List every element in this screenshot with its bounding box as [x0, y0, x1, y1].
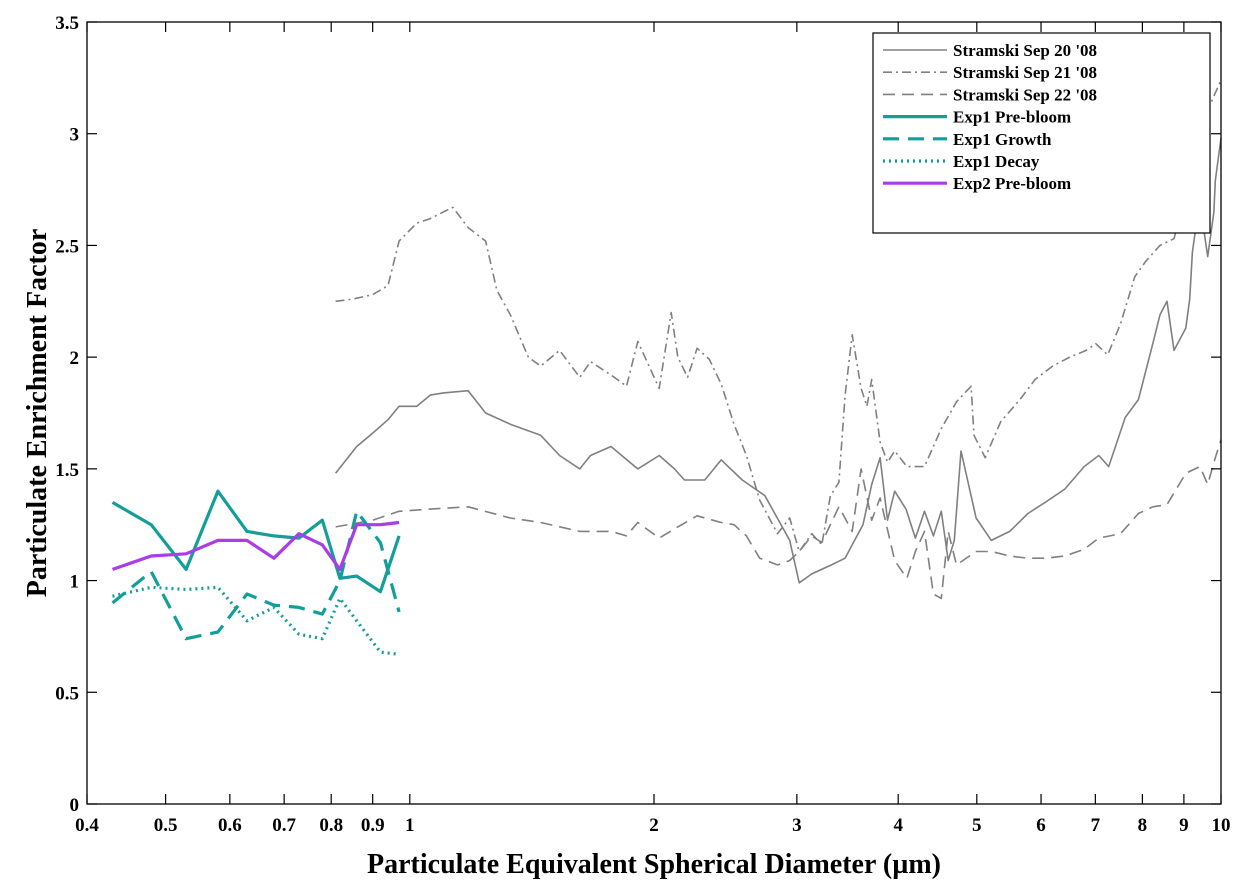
y-tick-label: 1 [70, 572, 80, 593]
x-tick-label: 3 [792, 815, 802, 836]
x-tick-label: 5 [972, 815, 982, 836]
series-line-stramski-sep-20-08 [334, 138, 1222, 584]
y-tick-label: 1.5 [55, 460, 79, 481]
x-tick-label: 2 [649, 815, 659, 836]
y-axis-title: Particulate Enrichment Factor [22, 229, 53, 598]
series-line-stramski-sep-22-08 [335, 439, 1222, 600]
series-layer [111, 79, 1222, 656]
legend-label-exp1-growth: Exp1 Growth [953, 130, 1052, 149]
ticks-layer: 0.4 0.5 0.6 0.7 0.8 0.9 1 2 3 4 5 6 7 8 9 10 0 0.5 1 1.5 2 2.… [55, 13, 1230, 836]
series-line-exp1-decay [112, 585, 400, 656]
legend-label-stramski-sep-22-08: Stramski Sep 22 '08 [953, 85, 1097, 104]
x-tick-label: 9 [1179, 815, 1189, 836]
series-line-exp1-pre-bloom [111, 489, 401, 594]
x-tick-label: 6 [1036, 815, 1046, 836]
legend-label-exp1-pre-bloom: Exp1 Pre-bloom [953, 108, 1071, 127]
x-tick-label: 0.6 [218, 815, 242, 836]
legend-label-exp2-pre-bloom: Exp2 Pre-bloom [953, 174, 1071, 193]
legend-label-stramski-sep-21-08: Stramski Sep 21 '08 [953, 63, 1097, 82]
x-axis-title: Particulate Equivalent Spherical Diamete… [367, 849, 941, 880]
x-tick-label: 0.9 [361, 815, 385, 836]
x-tick-label: 10 [1212, 815, 1231, 836]
legend-label-stramski-sep-20-08: Stramski Sep 20 '08 [953, 41, 1097, 60]
y-tick-label: 0.5 [55, 683, 79, 704]
x-tick-label: 0.8 [319, 815, 343, 836]
plot-area: 0.4 0.5 0.6 0.7 0.8 0.9 1 2 3 4 5 6 7 8 9 10 0 0.5 1 1.5 2 2.… [55, 13, 1230, 836]
x-tick-label: 0.5 [154, 815, 178, 836]
legend-box [872, 32, 1211, 234]
y-tick-label: 0 [70, 795, 80, 816]
x-tick-label: 1 [405, 815, 415, 836]
x-tick-label: 7 [1091, 815, 1101, 836]
y-tick-label: 3.5 [55, 13, 79, 34]
y-tick-label: 2.5 [55, 236, 79, 257]
x-tick-label: 0.7 [272, 815, 296, 836]
legend-label-exp1-decay: Exp1 Decay [953, 152, 1040, 171]
x-tick-label: 4 [893, 815, 903, 836]
legend: Stramski Sep 20 '08 Stramski Sep 21 '08 St… [872, 32, 1211, 234]
y-tick-label: 3 [70, 125, 80, 146]
series-line-exp2-pre-bloom [111, 520, 400, 572]
y-tick-label: 2 [70, 348, 80, 369]
series-line-exp1-growth [111, 509, 401, 641]
x-tick-label: 0.4 [75, 815, 99, 836]
x-tick-label: 8 [1138, 815, 1148, 836]
